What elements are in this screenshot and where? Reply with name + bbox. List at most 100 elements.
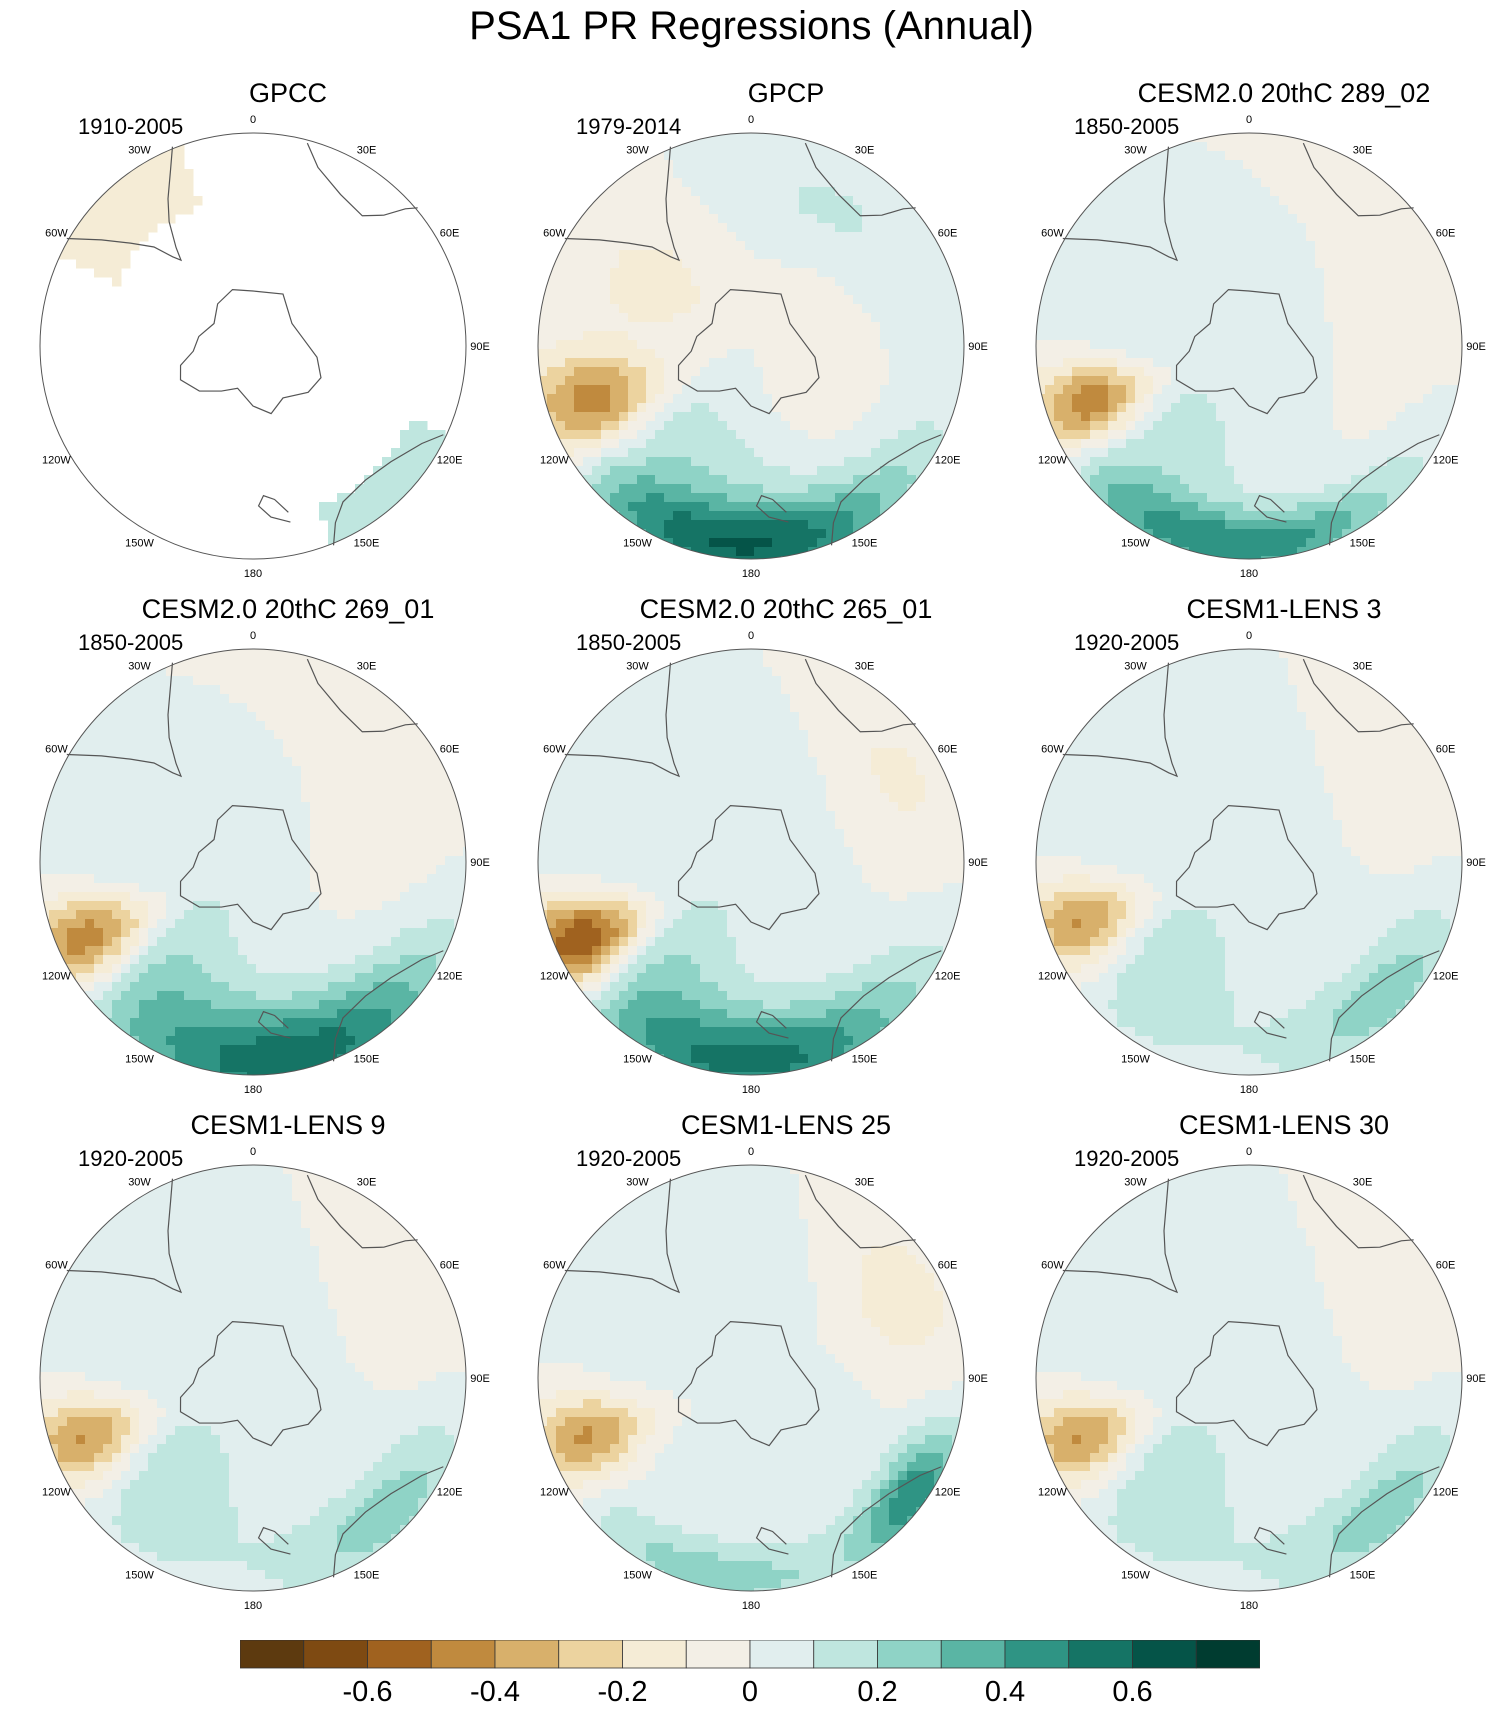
map-boundary <box>39 132 467 560</box>
map-boundary <box>39 648 467 1076</box>
colorbar-swatch <box>877 1640 942 1669</box>
longitude-label: 120W <box>1038 971 1067 983</box>
longitude-label: 60E <box>1436 228 1456 240</box>
coastline-nz <box>755 1010 789 1039</box>
longitude-label: 60W <box>45 228 68 240</box>
shaded-field <box>40 649 466 1075</box>
map-panel: CESM1-LENS 25 0 30E 60E 90E 120E 150E 180 150W 12… <box>536 1108 1036 1624</box>
shaded-field <box>538 1165 964 1591</box>
longitude-label: 150E <box>852 538 878 550</box>
longitude-label: 60E <box>1436 744 1456 756</box>
longitude-label: 120W <box>540 1487 569 1499</box>
polar-map: 030E60E90E120E150E180150W120W90W60W30W <box>1035 114 1486 580</box>
coastline-africa <box>306 1174 418 1249</box>
coastline-southAmerica <box>1062 662 1179 778</box>
map-boundary <box>39 1164 467 1592</box>
coastline-antarctica <box>1175 805 1318 931</box>
coastline-southAmerica <box>66 1178 183 1294</box>
longitude-label: 0 <box>250 114 256 126</box>
colorbar-swatch <box>1132 1640 1197 1669</box>
coastline-nz <box>257 1010 291 1039</box>
longitude-label: 120W <box>1038 1487 1067 1499</box>
panel-period: 1850-2005 <box>78 630 184 655</box>
map-panel: GPCC030E60E90E120E150E180150W120W90W60W3… <box>38 76 538 592</box>
longitude-label: 180 <box>1240 1084 1258 1096</box>
coastline-australia <box>830 1466 942 1578</box>
map-panel: CESM1-LENS 30 0 30E 60E 90E 120E 150E 180 150W 12… <box>1034 1108 1503 1624</box>
panel-period: 1920-2005 <box>78 1146 184 1171</box>
coastline-antarctica <box>179 1321 322 1447</box>
longitude-label: 0 <box>748 1146 754 1158</box>
longitude-label: 60E <box>440 1260 460 1272</box>
longitude-label: 120E <box>935 971 961 983</box>
longitude-label: 150W <box>1121 1054 1150 1066</box>
shaded-field <box>1036 649 1462 1075</box>
longitude-label: 90E <box>1466 341 1486 353</box>
panel-title: CESM1-LENS 3 <box>1186 594 1382 624</box>
longitude-label: 30W <box>1124 660 1147 672</box>
map-panel: CESM1-LENS 9 0 30E 60E 90E 120E 150E 180 150W 120… <box>38 1108 538 1624</box>
longitude-label: 120E <box>935 455 961 467</box>
map-panel: GPCP030E60E90E120E150E180150W120W90W60W3… <box>536 76 1036 592</box>
panel-title: GPCC <box>248 78 327 108</box>
panel-title: CESM1-LENS 9 <box>190 1110 386 1140</box>
shaded-field <box>538 133 964 559</box>
longitude-label: 150W <box>1121 538 1150 550</box>
coastline-africa <box>1302 658 1414 733</box>
colorbar-swatch <box>1068 1640 1133 1669</box>
map-panel: CESM2.0 20thC 269_01 0 30E 60E 90E 120E 150E 18… <box>38 592 538 1108</box>
longitude-label: 150E <box>354 1054 380 1066</box>
longitude-label: 120E <box>935 1487 961 1499</box>
colorbar <box>240 1640 1260 1669</box>
map-boundary <box>537 648 965 1076</box>
longitude-label: 0 <box>250 1146 256 1158</box>
colorbar-tick-label: 0.4 <box>984 1676 1026 1708</box>
coastline-africa <box>1302 1174 1414 1249</box>
polar-map: 030E60E90E120E150E180150W120W90W60W30W <box>1035 630 1486 1096</box>
coastline-nz <box>755 494 789 523</box>
longitude-label: 0 <box>748 114 754 126</box>
longitude-label: 90E <box>470 857 490 869</box>
polar-map: 030E60E90E120E150E180150W120W90W60W30W <box>537 1146 988 1612</box>
longitude-label: 60W <box>1041 1260 1064 1272</box>
longitude-label: 180 <box>244 568 262 580</box>
longitude-label: 150E <box>354 1570 380 1582</box>
longitude-label: 90E <box>1466 1373 1486 1385</box>
longitude-label: 0 <box>748 630 754 642</box>
map-panel: CESM2.0 20thC 265_01 0 30E 60E 90E 120E 150E 18… <box>536 592 1036 1108</box>
colorbar-swatch <box>1195 1640 1260 1669</box>
colorbar-tick-label: 0 <box>741 1676 759 1708</box>
longitude-label: 60E <box>440 228 460 240</box>
longitude-label: 120E <box>437 455 463 467</box>
coastline-nz <box>257 1526 291 1555</box>
coastline-australia <box>1328 1466 1440 1578</box>
coastline-nz <box>1253 494 1287 523</box>
colorbar-tick-label: 0.6 <box>1112 1676 1153 1708</box>
longitude-label: 30W <box>1124 144 1147 156</box>
longitude-label: 150E <box>354 538 380 550</box>
coastline-antarctica <box>1175 289 1318 415</box>
panel-period: 1979-2014 <box>576 114 682 139</box>
longitude-label: 30E <box>855 144 875 156</box>
colorbar-swatch <box>813 1640 878 1669</box>
map-boundary <box>537 1164 965 1592</box>
longitude-label: 180 <box>1240 1600 1258 1612</box>
coastline-australia <box>830 434 942 546</box>
coastline-southAmerica <box>1062 146 1179 262</box>
panel-period: 1850-2005 <box>1074 114 1180 139</box>
longitude-label: 180 <box>742 1600 760 1612</box>
coastline-africa <box>306 142 418 217</box>
coastline-nz <box>1253 1010 1287 1039</box>
coastline-australia <box>1328 950 1440 1062</box>
colorbar-tick-label: -0.6 <box>342 1676 393 1708</box>
figure-title: PSA1 PR Regressions (Annual) <box>469 4 1034 48</box>
longitude-label: 180 <box>244 1084 262 1096</box>
longitude-label: 90E <box>968 1373 988 1385</box>
longitude-label: 150W <box>125 538 154 550</box>
longitude-label: 60W <box>1041 228 1064 240</box>
colorbar-swatch <box>749 1640 815 1669</box>
coastline-southAmerica <box>66 662 183 778</box>
longitude-label: 120E <box>437 971 463 983</box>
longitude-label: 60W <box>45 744 68 756</box>
map-boundary <box>1035 132 1463 560</box>
